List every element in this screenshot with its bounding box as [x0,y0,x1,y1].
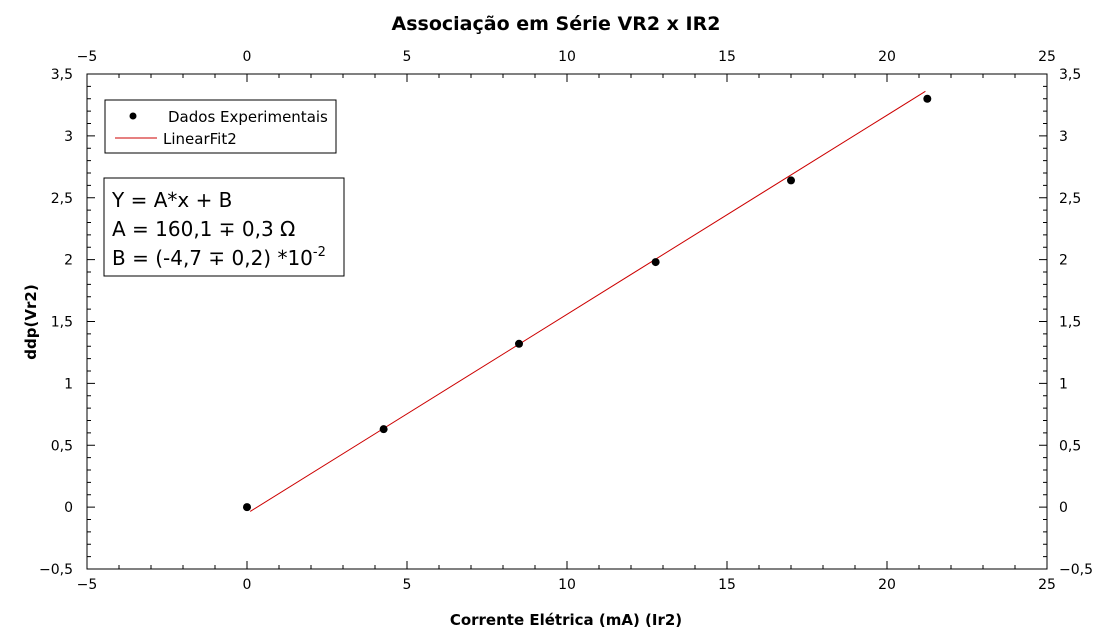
equation-line-3: B = (-4,7 ∓ 0,2) *10-2 [112,245,326,270]
equation-line-1: Y = A*x + B [111,188,232,212]
y-tick-label-right: 0 [1059,500,1068,516]
equation-line-2: A = 160,1 ∓ 0,3 Ω [112,217,295,241]
x-tick-label-bottom: 5 [403,577,412,593]
y-tick-label-right: 3 [1059,129,1068,145]
x-tick-label-bottom: 0 [243,577,252,593]
chart-title: Associação em Série VR2 x IR2 [392,13,721,35]
y-tick-label-left: 2,5 [51,191,73,207]
x-tick-label-top: 25 [1038,49,1056,65]
legend-box [104,99,337,154]
y-axis-label: ddp(Vr2) [22,284,40,359]
data-point [651,258,660,267]
data-points [243,94,932,512]
x-tick-label-bottom: −5 [77,577,98,593]
data-point [243,503,251,512]
x-tick-label-top: 0 [243,49,252,65]
y-tick-label-right: 3,5 [1059,67,1081,83]
x-tick-label-bottom: 20 [878,577,896,593]
legend-label-dados: Dados Experimentais [168,108,328,126]
data-point [515,339,523,348]
y-tick-label-left: 0 [64,500,73,516]
legend: Dados Experimentais LinearFit2 [104,99,337,154]
y-tick-label-right: 0,5 [1059,438,1081,454]
x-tick-label-bottom: 10 [558,577,576,593]
x-tick-label-top: 5 [403,49,412,65]
x-tick-label-top: 20 [878,49,896,65]
y-tick-label-right: 1 [1059,376,1068,392]
x-tick-label-bottom: 25 [1038,577,1056,593]
x-tick-label-bottom: 15 [718,577,736,593]
y-tick-label-left: 1,5 [51,315,73,331]
y-tick-label-right: 2,5 [1059,191,1081,207]
y-tick-label-right: 2 [1059,253,1068,269]
y-tick-label-left: 0,5 [51,438,73,454]
data-point [787,176,795,185]
y-tick-label-right: 1,5 [1059,315,1081,331]
y-tick-label-left: 2 [64,253,73,269]
equation-line-3-exponent: -2 [313,245,326,260]
data-point [379,425,388,434]
y-tick-label-left: 1 [64,376,73,392]
y-tick-label-left: 3,5 [51,67,73,83]
legend-label-fit: LinearFit2 [163,130,237,148]
data-point [923,94,932,103]
axis-ticks [86,73,1048,570]
equation-frame [103,177,345,277]
y-tick-label-left: −0,5 [39,562,73,578]
y-tick-label-left: 3 [64,129,73,145]
fit-equation-box: Y = A*x + B A = 160,1 ∓ 0,3 Ω B = (-4,7 … [103,177,345,277]
linear-fit-line [249,90,926,512]
legend-marker-dados [129,112,137,120]
equation-line-3-text: B = (-4,7 ∓ 0,2) *10 [112,246,313,270]
x-tick-label-top: 10 [558,49,576,65]
x-tick-label-top: 15 [718,49,736,65]
y-tick-label-right: −0,5 [1059,562,1093,578]
x-axis-label: Corrente Elétrica (mA) (Ir2) [450,611,682,629]
x-tick-label-top: −5 [77,49,98,65]
